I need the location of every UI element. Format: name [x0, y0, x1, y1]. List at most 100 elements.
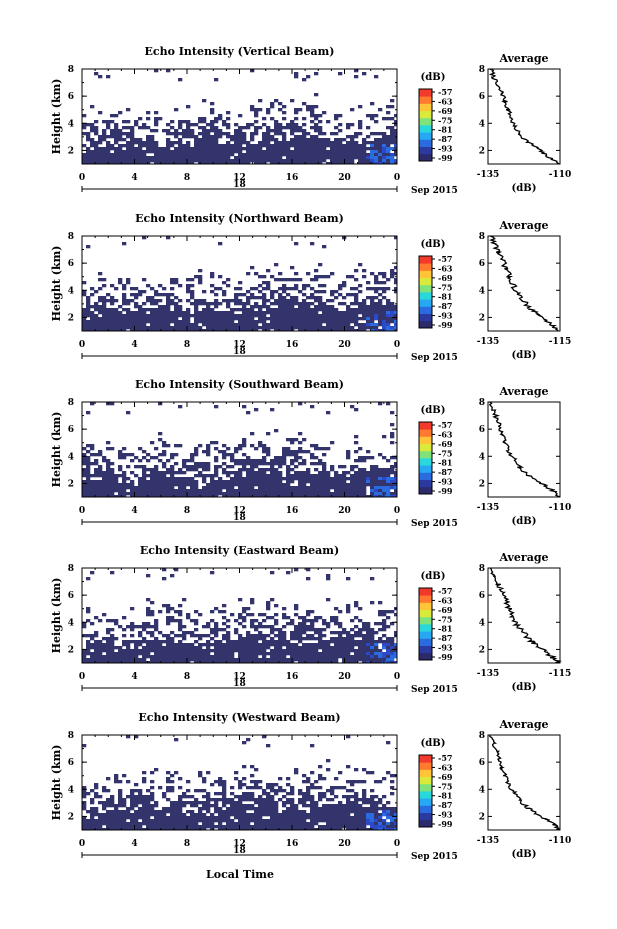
- echo-cell: [118, 281, 123, 285]
- echo-cell: [298, 323, 303, 327]
- echo-cell: [314, 320, 319, 324]
- echo-cell: [274, 162, 279, 164]
- date-label: Sep 2015: [411, 186, 458, 196]
- echo-cell: [230, 329, 235, 331]
- echo-cell: [166, 616, 171, 620]
- echo-cell: [338, 302, 343, 306]
- echo-cell: [174, 489, 179, 493]
- echo-cell: [142, 450, 147, 454]
- echo-cell: [366, 287, 371, 291]
- echo-cell: [270, 471, 275, 475]
- echo-cell: [254, 144, 259, 148]
- echo-cell: [146, 162, 151, 164]
- echo-cell: [302, 299, 307, 303]
- echo-cell: [326, 622, 331, 626]
- echo-cell: [154, 141, 159, 145]
- echo-cell: [314, 447, 319, 451]
- echo-cell: [362, 477, 367, 481]
- echo-cell: [274, 622, 279, 626]
- echo-cell: [142, 489, 147, 493]
- echo-cell: [246, 299, 251, 303]
- echo-cell: [194, 314, 199, 318]
- echo-cell: [374, 287, 379, 291]
- echo-cell: [102, 816, 107, 820]
- echo-cell: [194, 138, 199, 142]
- echo-cell: [286, 156, 291, 160]
- echo-cell: [242, 483, 247, 487]
- echo-cell: [238, 126, 243, 130]
- echo-cell: [222, 462, 227, 466]
- echo-cell: [278, 655, 283, 659]
- echo-cell: [202, 468, 207, 472]
- echo-cell: [226, 453, 231, 457]
- echo-cell: [150, 631, 155, 635]
- echo-cell: [134, 495, 139, 497]
- echo-cell: [102, 471, 107, 475]
- echo-cell: [362, 661, 367, 663]
- echo-cell: [334, 156, 339, 160]
- echo-cell: [166, 810, 171, 814]
- echo-cell: [218, 275, 223, 279]
- echo-cell: [326, 329, 331, 331]
- echo-cell: [254, 126, 259, 130]
- echo-cell: [230, 311, 235, 315]
- echo-cell: [242, 153, 247, 157]
- echo-cell: [294, 568, 299, 572]
- echo-cell: [198, 813, 203, 817]
- echo-cell: [102, 613, 107, 617]
- echo-cell: [322, 465, 327, 469]
- echo-cell: [294, 150, 299, 154]
- echo-cell: [258, 613, 263, 617]
- echo-cell: [242, 610, 247, 614]
- echo-cell: [234, 138, 239, 142]
- echo-cell: [322, 245, 327, 249]
- echo-cell: [270, 296, 275, 300]
- day-label: 18: [233, 513, 246, 523]
- echo-cell: [302, 284, 307, 288]
- echo-cell: [330, 326, 335, 330]
- echo-cell: [246, 314, 251, 318]
- echo-cell: [254, 643, 259, 647]
- echo-cell: [386, 320, 391, 324]
- echo-cell: [182, 483, 187, 487]
- echo-cell: [222, 780, 227, 784]
- echo-cell: [350, 483, 355, 487]
- echo-cell: [258, 489, 263, 493]
- echo-cell: [222, 144, 227, 148]
- echo-cell: [358, 477, 363, 481]
- echo-cell: [298, 637, 303, 641]
- echo-cell: [162, 640, 167, 644]
- echo-cell: [298, 144, 303, 148]
- echo-cell: [390, 308, 395, 312]
- echo-cell: [338, 141, 343, 145]
- echo-cell: [106, 628, 111, 632]
- echo-cell: [294, 162, 299, 164]
- colorbar-tick-label: -57: [438, 254, 452, 264]
- echo-cell: [86, 411, 91, 415]
- echo-cell: [290, 438, 295, 442]
- echo-cell: [362, 643, 367, 647]
- echo-cell: [118, 655, 123, 659]
- echo-cell: [274, 123, 279, 127]
- echo-cell: [218, 486, 223, 490]
- echo-cell: [170, 302, 175, 306]
- echo-cell: [106, 468, 111, 472]
- echo-cell: [286, 305, 291, 309]
- echo-cell: [234, 296, 239, 300]
- echo-cell: [138, 320, 143, 324]
- echo-cell: [198, 474, 203, 478]
- echo-cell: [186, 290, 191, 294]
- echo-cell: [278, 308, 283, 312]
- echo-cell: [354, 311, 359, 315]
- echo-cell: [110, 447, 115, 451]
- echo-cell: [242, 135, 247, 139]
- echo-cell: [366, 308, 371, 312]
- echo-cell: [214, 293, 219, 297]
- echo-cell: [314, 474, 319, 478]
- echo-cell: [250, 489, 255, 493]
- echo-cell: [94, 813, 99, 817]
- echo-cell: [326, 153, 331, 157]
- echo-cell: [382, 435, 387, 439]
- echo-cell: [382, 622, 387, 626]
- echo-cell: [258, 780, 263, 784]
